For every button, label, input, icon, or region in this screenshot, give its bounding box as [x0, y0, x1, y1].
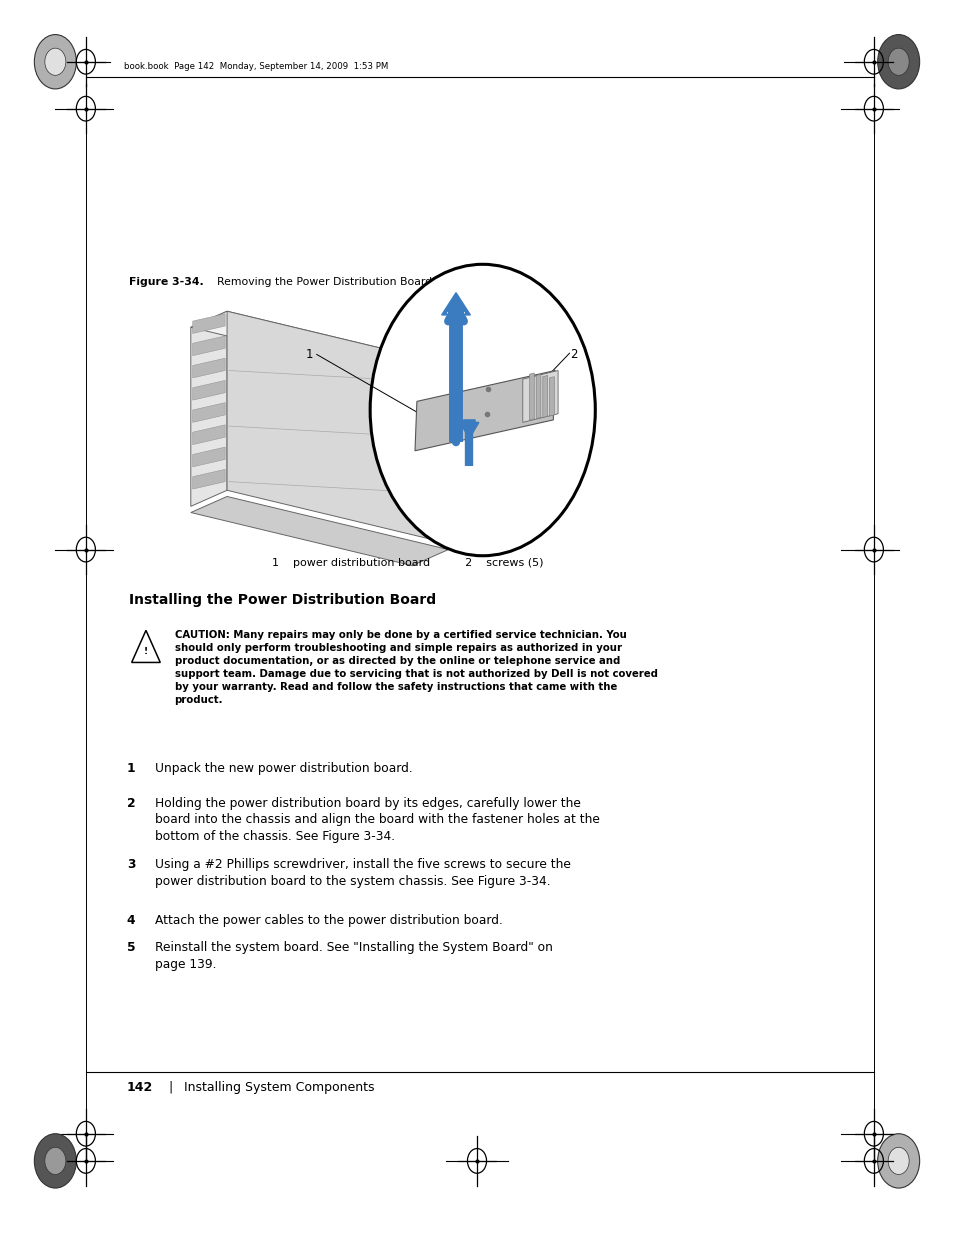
- Polygon shape: [542, 375, 547, 417]
- Polygon shape: [191, 496, 448, 566]
- Polygon shape: [193, 447, 225, 467]
- FancyArrow shape: [441, 293, 470, 315]
- Polygon shape: [193, 314, 225, 333]
- Text: !: !: [144, 647, 148, 656]
- Polygon shape: [522, 370, 558, 422]
- Polygon shape: [549, 377, 554, 416]
- Text: 1: 1: [305, 348, 313, 362]
- Polygon shape: [193, 425, 225, 445]
- Text: 5: 5: [127, 941, 135, 955]
- Text: 1    power distribution board          2    screws (5): 1 power distribution board 2 screws (5): [272, 558, 543, 568]
- Text: Reinstall the system board. See "Installing the System Board" on
page 139.: Reinstall the system board. See "Install…: [154, 941, 552, 971]
- Polygon shape: [193, 358, 225, 378]
- Text: Figure 3-34.: Figure 3-34.: [129, 277, 203, 287]
- Circle shape: [877, 1134, 919, 1188]
- Text: Installing System Components: Installing System Components: [184, 1081, 375, 1094]
- Text: |: |: [168, 1081, 172, 1094]
- Circle shape: [34, 1134, 76, 1188]
- Polygon shape: [193, 403, 225, 422]
- Text: 1: 1: [127, 762, 135, 776]
- Polygon shape: [529, 373, 534, 420]
- Circle shape: [34, 35, 76, 89]
- Text: book.book  Page 142  Monday, September 14, 2009  1:53 PM: book.book Page 142 Monday, September 14,…: [124, 62, 388, 70]
- Text: Holding the power distribution board by its edges, carefully lower the
board int: Holding the power distribution board by …: [154, 797, 598, 844]
- Circle shape: [877, 35, 919, 89]
- Polygon shape: [536, 374, 540, 419]
- Polygon shape: [227, 311, 448, 543]
- Text: Removing the Power Distribution Board: Removing the Power Distribution Board: [216, 277, 431, 287]
- Polygon shape: [415, 370, 555, 451]
- Polygon shape: [193, 469, 225, 489]
- Polygon shape: [193, 380, 225, 400]
- FancyArrow shape: [459, 420, 478, 438]
- Text: Using a #2 Phillips screwdriver, install the five screws to secure the
power dis: Using a #2 Phillips screwdriver, install…: [154, 858, 570, 888]
- Polygon shape: [193, 336, 225, 356]
- Polygon shape: [191, 311, 227, 506]
- Polygon shape: [191, 311, 448, 380]
- Circle shape: [887, 1147, 908, 1174]
- Circle shape: [370, 264, 595, 556]
- Text: CAUTION: Many repairs may only be done by a certified service technician. You
sh: CAUTION: Many repairs may only be done b…: [174, 630, 657, 705]
- Circle shape: [887, 48, 908, 75]
- Text: Unpack the new power distribution board.: Unpack the new power distribution board.: [154, 762, 412, 776]
- Text: 2: 2: [570, 348, 578, 362]
- Text: 2: 2: [127, 797, 135, 810]
- Text: Attach the power cables to the power distribution board.: Attach the power cables to the power dis…: [154, 914, 502, 927]
- Circle shape: [45, 1147, 66, 1174]
- Circle shape: [45, 48, 66, 75]
- Text: Installing the Power Distribution Board: Installing the Power Distribution Board: [129, 593, 436, 606]
- Text: 142: 142: [127, 1081, 153, 1094]
- Text: 3: 3: [127, 858, 135, 872]
- Text: 4: 4: [127, 914, 135, 927]
